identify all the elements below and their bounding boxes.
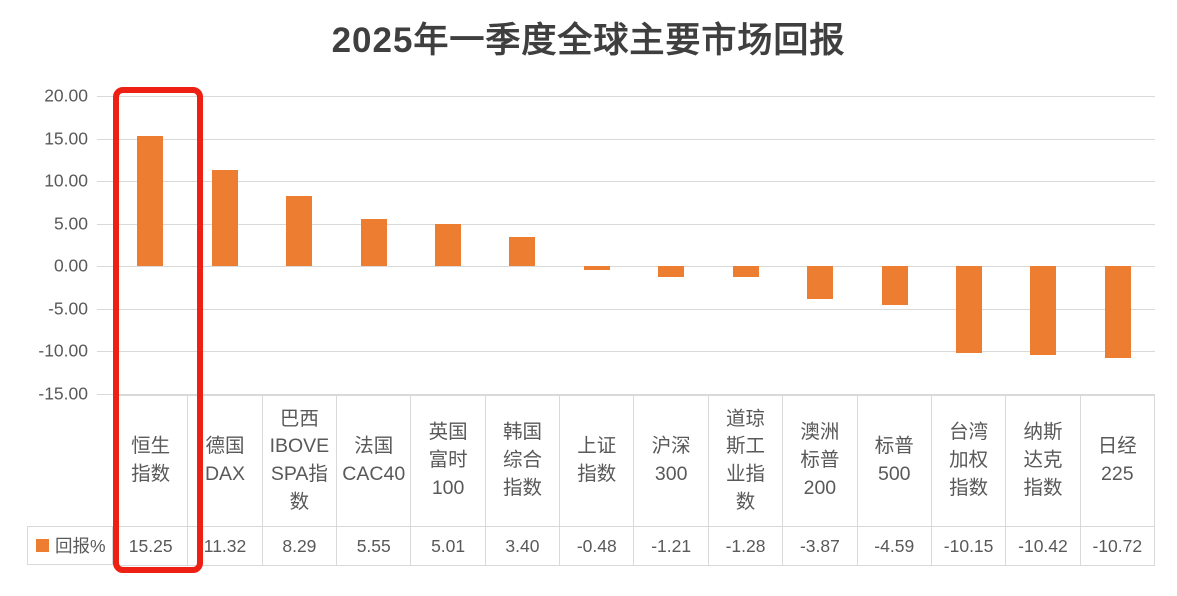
bar-英国富时100 xyxy=(434,223,461,267)
gridline xyxy=(97,308,1155,310)
y-tick-label: 20.00 xyxy=(44,85,88,106)
bar-巴西IBOVESPA指数 xyxy=(286,195,313,267)
category-cell-道琼斯工业指数: 道琼 斯工 业指 数 xyxy=(708,396,784,527)
bar-上证指数 xyxy=(583,266,610,271)
category-cell-沪深300: 沪深 300 xyxy=(634,396,709,527)
category-cell-恒生指数: 恒生 指数 xyxy=(114,396,189,527)
bar-道琼斯工业指数 xyxy=(732,266,759,278)
category-cell-德国DAX: 德国 DAX xyxy=(188,396,263,527)
category-cell-韩国综合指数: 韩国 综合 指数 xyxy=(485,396,561,527)
category-cell-英国富时100: 英国 富时 100 xyxy=(411,396,486,527)
value-cell-恒生指数: 15.25 xyxy=(114,527,189,566)
gridline xyxy=(97,223,1155,225)
bar-台湾加权指数 xyxy=(955,266,982,353)
y-tick-label: -10.00 xyxy=(38,340,88,361)
gridline xyxy=(97,351,1155,353)
bar-德国DAX xyxy=(211,169,238,267)
plot-area xyxy=(97,96,1155,395)
value-cell-巴西IBOVESPA指数: 8.29 xyxy=(262,527,338,566)
category-cell-上证指数: 上证 指数 xyxy=(560,396,635,527)
value-cell-韩国综合指数: 3.40 xyxy=(485,527,561,566)
category-cell-澳洲标普200: 澳洲 标普 200 xyxy=(783,396,858,527)
y-tick-label: 0.00 xyxy=(53,255,88,276)
bar-标普500 xyxy=(881,266,908,306)
category-cell-法国CAC40: 法国 CAC40 xyxy=(337,396,412,527)
gridline xyxy=(97,138,1155,140)
y-tick-label: -5.00 xyxy=(48,298,88,319)
gridline xyxy=(97,394,1155,395)
bar-澳洲标普200 xyxy=(807,266,834,300)
bar-恒生指数 xyxy=(137,136,164,267)
value-cell-纳斯达克指数: -10.42 xyxy=(1006,527,1081,566)
y-tick-label: 15.00 xyxy=(44,128,88,149)
value-cell-澳洲标普200: -3.87 xyxy=(783,527,858,566)
bar-法国CAC40 xyxy=(360,219,387,267)
category-cell-日经225: 日经 225 xyxy=(1080,396,1155,527)
legend: 回报% xyxy=(27,526,113,565)
gridline xyxy=(97,96,1155,97)
bar-沪深300 xyxy=(658,266,685,277)
y-tick-label: 10.00 xyxy=(44,170,88,191)
value-cell-德国DAX: 11.32 xyxy=(188,527,263,566)
value-cell-法国CAC40: 5.55 xyxy=(337,527,412,566)
gridline xyxy=(97,266,1155,268)
value-cell-英国富时100: 5.01 xyxy=(411,527,486,566)
value-cell-上证指数: -0.48 xyxy=(560,527,635,566)
value-cell-沪深300: -1.21 xyxy=(634,527,709,566)
value-cell-标普500: -4.59 xyxy=(857,527,932,566)
value-cell-日经225: -10.72 xyxy=(1080,527,1155,566)
bar-series xyxy=(113,96,1155,394)
table-grid: 恒生 指数 德国 DAX 巴西 IBOVE SPA指 数法国 CAC40 英国 富时 … xyxy=(113,395,1155,566)
legend-label: 回报% xyxy=(55,536,106,556)
category-cell-标普500: 标普 500 xyxy=(857,396,932,527)
gridline xyxy=(97,181,1155,183)
highlight-box xyxy=(113,87,203,573)
category-cell-台湾加权指数: 台湾 加权 指数 xyxy=(931,396,1007,527)
value-cell-台湾加权指数: -10.15 xyxy=(931,527,1007,566)
y-tick-label: -15.00 xyxy=(38,383,88,404)
bar-韩国综合指数 xyxy=(509,237,536,267)
y-axis: 20.00 15.00 10.00 5.00 0.00 -5.00 -10.00 -15.00 xyxy=(8,86,88,404)
legend-swatch-icon xyxy=(36,539,49,552)
value-cell-道琼斯工业指数: -1.28 xyxy=(708,527,784,566)
bar-日经225 xyxy=(1104,266,1131,358)
chart-title: 2025年一季度全球主要市场回报 xyxy=(331,21,846,60)
category-cell-纳斯达克指数: 纳斯 达克 指数 xyxy=(1006,396,1081,527)
y-tick-label: 5.00 xyxy=(53,213,88,234)
bar-纳斯达克指数 xyxy=(1030,266,1057,355)
category-cell-巴西IBOVESPA指数: 巴西 IBOVE SPA指 数 xyxy=(262,396,338,527)
